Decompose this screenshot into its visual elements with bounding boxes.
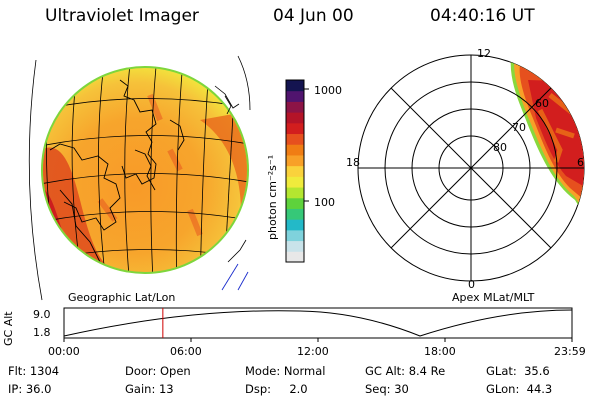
- colorbar-swatch: [286, 154, 304, 167]
- info-flight: Flt: 1304: [8, 364, 60, 378]
- colorbar-swatch: [286, 165, 304, 177]
- colorbar-swatch: [286, 144, 304, 156]
- globe-caption: Geographic Lat/Lon: [68, 291, 176, 304]
- colorbar-units-label: photon cm⁻²s⁻¹: [266, 154, 279, 240]
- polar-plot: [357, 54, 585, 282]
- colorbar-swatch: [286, 240, 304, 252]
- colorbar-swatches: [286, 80, 304, 263]
- colorbar-swatch: [286, 80, 304, 92]
- info-glon: GLon: 44.3: [486, 382, 553, 396]
- altitude-xtick-0000: 00:00: [48, 345, 80, 358]
- date-label: 04 Jun 00: [273, 6, 354, 26]
- info-mode: Mode: Normal: [245, 364, 326, 378]
- mlt-label-0: 0: [468, 278, 475, 291]
- colorbar: [285, 79, 309, 263]
- altitude-ytick-high: 9.0: [33, 308, 51, 321]
- colorbar-swatch: [286, 176, 304, 188]
- altitude-xtick-2359: 23:59: [554, 345, 586, 358]
- mlt-label-18: 18: [346, 156, 360, 169]
- info-door: Door: Open: [125, 364, 191, 378]
- info-gain: Gain: 13: [125, 382, 174, 396]
- colorbar-swatch: [286, 122, 304, 135]
- colorbar-swatch: [286, 90, 304, 102]
- info-glat: GLat: 35.6: [486, 364, 550, 378]
- colorbar-tick-100: 100: [314, 196, 335, 209]
- globe-image: [28, 55, 251, 301]
- mlat-label-70: 70: [512, 121, 526, 134]
- instrument-title: Ultraviolet Imager: [45, 6, 199, 26]
- mlt-label-6: 6: [577, 156, 584, 169]
- altitude-xtick-0600: 06:00: [170, 345, 202, 358]
- altitude-xtick-1800: 18:00: [424, 345, 456, 358]
- mlat-label-80: 80: [493, 141, 507, 154]
- colorbar-swatch: [286, 133, 304, 145]
- info-ip: IP: 36.0: [8, 382, 52, 396]
- colorbar-swatch: [286, 112, 304, 124]
- colorbar-swatch: [286, 187, 304, 199]
- altitude-ytick-low: 1.8: [33, 326, 51, 339]
- info-seq: Seq: 30: [365, 382, 409, 396]
- mlt-label-12: 12: [477, 47, 491, 60]
- altitude-xtick-1200: 12:00: [297, 345, 329, 358]
- colorbar-swatch: [286, 219, 304, 231]
- altitude-ylabel: GC Alt: [2, 311, 15, 346]
- colorbar-swatch: [286, 229, 304, 242]
- altitude-plot: [63, 307, 573, 342]
- colorbar-swatch: [286, 208, 304, 220]
- colorbar-swatch: [286, 251, 304, 263]
- colorbar-tick-1000: 1000: [314, 84, 342, 97]
- info-dsp: Dsp: 2.0: [245, 382, 308, 396]
- colorbar-swatch: [286, 101, 304, 113]
- polar-caption: Apex MLat/MLT: [452, 291, 535, 304]
- colorbar-swatch: [286, 197, 304, 209]
- time-label: 04:40:16 UT: [430, 6, 535, 26]
- mlat-label-60: 60: [535, 97, 549, 110]
- info-gc-alt: GC Alt: 8.4 Re: [365, 364, 446, 378]
